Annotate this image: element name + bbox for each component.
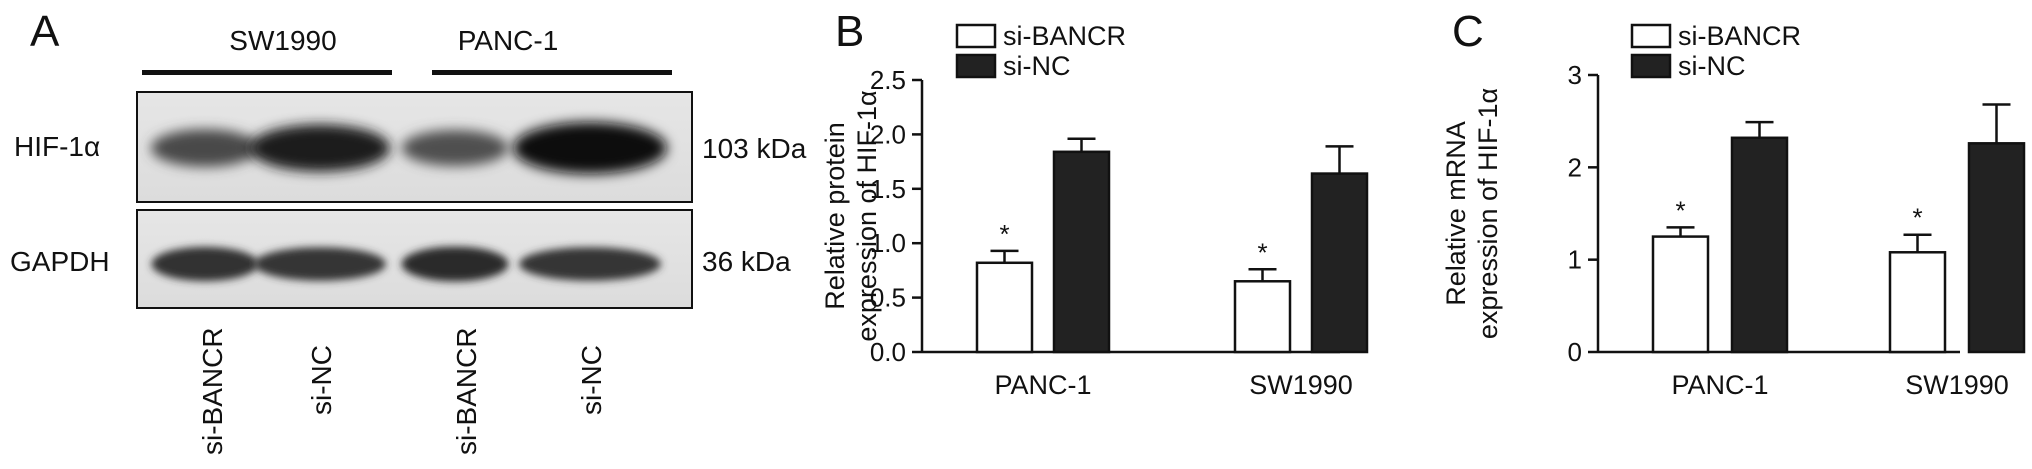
y-axis-label: Relative protein bbox=[820, 122, 850, 310]
y-tick-label: 0.0 bbox=[870, 337, 906, 367]
group-label-sw1990: SW1990 bbox=[229, 25, 336, 56]
significance-marker: * bbox=[999, 219, 1009, 249]
group-bar-sw1990 bbox=[142, 70, 392, 75]
hif1a-band bbox=[513, 122, 667, 174]
bar bbox=[1233, 280, 1292, 354]
group-label-panc1: PANC-1 bbox=[458, 25, 559, 56]
y-tick-label: 2.5 bbox=[870, 65, 906, 95]
legend-swatch bbox=[1630, 23, 1672, 49]
panel-c: C 0 1 2 3 Relative mRNA expression of HIF-1α *… bbox=[1420, 0, 2032, 464]
y-axis-label: Relative mRNA bbox=[1441, 121, 1471, 306]
bar bbox=[975, 261, 1034, 354]
y-tick-label: 2 bbox=[1568, 152, 1582, 182]
size-label-gapdh: 36 kDa bbox=[702, 246, 791, 277]
x-tick-label: PANC-1 bbox=[994, 370, 1091, 400]
legend-swatch bbox=[955, 53, 997, 79]
hif1a-bands bbox=[150, 122, 667, 174]
bar bbox=[1651, 235, 1710, 354]
x-tick-label: SW1990 bbox=[1249, 370, 1353, 400]
legend-swatch bbox=[1630, 53, 1672, 79]
y-tick-label: 0 bbox=[1568, 337, 1582, 367]
significance-marker: * bbox=[1675, 195, 1685, 225]
significance-marker: * bbox=[1257, 237, 1267, 267]
legend-label: si-BANCR bbox=[1003, 21, 1126, 51]
bar bbox=[1730, 136, 1789, 354]
legend-label: si-BANCR bbox=[1678, 21, 1801, 51]
gapdh-bands bbox=[151, 246, 661, 282]
panel-a-letter: A bbox=[30, 7, 60, 56]
lane-label-4: si-NC bbox=[576, 345, 607, 415]
bar bbox=[1967, 142, 2026, 354]
legend-swatch bbox=[955, 23, 997, 49]
bar bbox=[1888, 251, 1947, 354]
significance-marker: * bbox=[1912, 203, 1922, 233]
row-label-hif1a: HIF-1α bbox=[14, 131, 100, 162]
y-tick-label: 0.5 bbox=[870, 283, 906, 313]
panel-c-chart: C 0 1 2 3 Relative mRNA expression of HIF-1α *… bbox=[1441, 7, 2026, 400]
lane-label-3: si-BANCR bbox=[451, 327, 482, 455]
gapdh-band bbox=[401, 246, 509, 282]
size-label-hif1a: 103 kDa bbox=[702, 133, 807, 164]
panel-b-letter: B bbox=[835, 7, 864, 56]
gapdh-band bbox=[254, 247, 386, 281]
y-axis-label: expression of HIF-1α bbox=[1473, 88, 1503, 339]
legend-label: si-NC bbox=[1678, 51, 1746, 81]
y-axis-label: expression of HIF-1α bbox=[852, 90, 882, 341]
y-tick-label: 3 bbox=[1568, 60, 1582, 90]
legend-label: si-NC bbox=[1003, 51, 1071, 81]
x-tick-label: SW1990 bbox=[1905, 370, 2009, 400]
gapdh-band bbox=[519, 247, 661, 281]
hif1a-band bbox=[249, 124, 391, 172]
lane-label-1: si-BANCR bbox=[197, 327, 228, 455]
panel-b-chart: B 0.0 0.5 1.0 1.5 2.0 2.5 Relative protein expr… bbox=[820, 7, 1369, 400]
panel-c-letter: C bbox=[1452, 7, 1484, 56]
bar bbox=[1052, 150, 1111, 354]
x-tick-label: PANC-1 bbox=[1671, 370, 1768, 400]
row-label-gapdh: GAPDH bbox=[10, 246, 110, 277]
group-bar-panc1 bbox=[432, 70, 672, 75]
panel-b: B 0.0 0.5 1.0 1.5 2.0 2.5 Relative protein expr… bbox=[820, 0, 1420, 464]
panel-a-figure: A SW1990 PANC-1 HIF-1α GAPDH 103 kDa 36 … bbox=[10, 7, 807, 455]
gapdh-band bbox=[151, 246, 259, 282]
y-tick-label: 1.0 bbox=[870, 228, 906, 258]
hif1a-band bbox=[401, 130, 509, 166]
panel-a: A SW1990 PANC-1 HIF-1α GAPDH 103 kDa 36 … bbox=[0, 0, 820, 464]
bar bbox=[1310, 172, 1369, 354]
y-tick-label: 1 bbox=[1568, 245, 1582, 275]
hif1a-band bbox=[150, 129, 260, 167]
y-tick-label: 2.0 bbox=[870, 119, 906, 149]
y-tick-label: 1.5 bbox=[870, 174, 906, 204]
lane-label-2: si-NC bbox=[306, 345, 337, 415]
